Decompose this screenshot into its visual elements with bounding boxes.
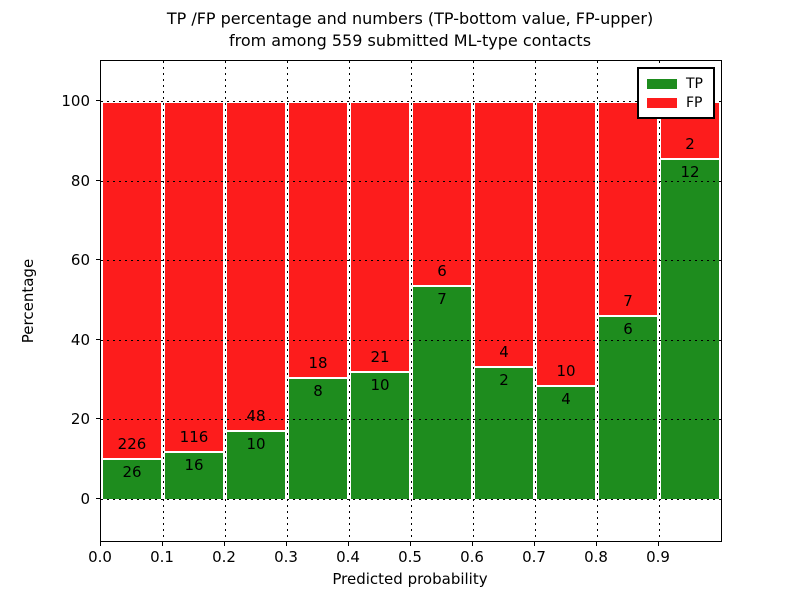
bar-segment-tp <box>535 385 597 499</box>
x-tick-label: 0.8 <box>584 548 608 566</box>
bar-label-fp: 21 <box>370 347 390 366</box>
gridline-vertical <box>287 61 288 541</box>
y-tick-label: 60 <box>70 251 90 270</box>
plot-area: 226 26 116 16 48 10 18 8 21 10 6 7 4 2 10 4 7 6 2 12 TP FP <box>100 60 722 542</box>
x-tick <box>472 541 473 546</box>
y-tick <box>96 498 101 499</box>
bar-segment-tp <box>163 450 225 499</box>
bar-label-fp: 6 <box>437 261 447 280</box>
y-tick <box>96 100 101 101</box>
bar-segment-tp <box>287 376 349 499</box>
y-tick-label: 40 <box>70 330 90 349</box>
bar-label-tp: 4 <box>561 390 571 409</box>
bar-label-tp: 16 <box>184 455 204 474</box>
bar-label-tp: 10 <box>370 375 390 394</box>
x-tick-label: 0.3 <box>274 548 298 566</box>
x-tick <box>596 541 597 546</box>
bar-label-fp: 48 <box>246 407 266 426</box>
bar-segment-fp <box>597 101 659 316</box>
legend-entry: TP <box>647 74 703 93</box>
bar-segment-tp <box>597 315 659 499</box>
y-tick-label: 80 <box>70 171 90 190</box>
x-tick <box>348 541 349 546</box>
x-tick <box>224 541 225 546</box>
x-tick <box>162 541 163 546</box>
fp-swatch-icon <box>647 97 677 108</box>
x-tick <box>286 541 287 546</box>
bar-segment-fp <box>473 101 535 367</box>
bar-segment-tp <box>349 370 411 499</box>
y-tick <box>96 179 101 181</box>
legend-label-fp: FP <box>686 94 703 111</box>
x-tick <box>410 541 411 546</box>
bar-segment-fp <box>225 101 287 431</box>
bar-label-fp: 7 <box>623 292 633 311</box>
x-tick-label: 0.6 <box>460 548 484 566</box>
bar-label-tp: 2 <box>499 371 509 390</box>
y-tick <box>96 418 101 420</box>
bar-segment-tp <box>101 457 163 499</box>
bar-label-tp: 8 <box>313 381 323 400</box>
x-tick-label: 0.1 <box>150 548 174 566</box>
y-tick-label: 100 <box>61 92 90 110</box>
bar-segment-tp <box>225 430 287 499</box>
gridline-vertical <box>225 61 226 541</box>
legend-label-tp: TP <box>686 75 703 92</box>
legend-entry: FP <box>647 93 703 112</box>
bar-label-tp: 6 <box>623 320 633 339</box>
bar-segment-tp <box>473 366 535 499</box>
bar-label-fp: 226 <box>117 434 147 453</box>
x-tick <box>534 541 535 546</box>
x-tick-label: 0.4 <box>336 548 360 566</box>
x-tick-label: 0.9 <box>646 548 670 566</box>
bar-segment-tp <box>411 284 473 499</box>
bar-label-tp: 26 <box>122 462 142 481</box>
gridline-vertical <box>535 61 536 541</box>
chart-title-line1: TP /FP percentage and numbers (TP-bottom… <box>166 9 654 28</box>
bar-label-fp: 2 <box>685 134 695 153</box>
x-tick-label: 0.0 <box>88 548 112 566</box>
bar-segment-tp <box>659 157 721 499</box>
tp-swatch-icon <box>647 78 677 89</box>
x-tick-label: 0.2 <box>212 548 236 566</box>
gridline-vertical <box>659 61 660 541</box>
bar-label-fp: 10 <box>556 362 576 381</box>
bar-segment-fp <box>349 101 411 371</box>
gridline-vertical <box>597 61 598 541</box>
y-tick-label: 0 <box>80 490 90 508</box>
y-tick <box>96 338 101 340</box>
bar-label-tp: 10 <box>246 435 266 454</box>
gridline-vertical <box>163 61 164 541</box>
bar-segment-fp <box>287 101 349 377</box>
bar-label-tp: 12 <box>680 162 700 181</box>
bar-label-fp: 18 <box>308 353 328 372</box>
bar-label-tp: 7 <box>437 289 447 308</box>
x-tick-label: 0.5 <box>398 548 422 566</box>
y-axis-label: Percentage <box>19 258 37 344</box>
bar-segment-fp <box>163 101 225 451</box>
x-tick <box>100 541 101 546</box>
x-axis-label: Predicted probability <box>332 570 488 588</box>
y-tick-label: 20 <box>70 410 90 429</box>
bar-label-fp: 4 <box>499 343 509 362</box>
bar-label-fp: 116 <box>179 427 209 446</box>
bar-segment-fp <box>101 101 163 458</box>
gridline-vertical <box>473 61 474 541</box>
x-tick-label: 0.7 <box>522 548 546 566</box>
legend: TP FP <box>637 67 715 119</box>
y-tick <box>96 259 101 261</box>
chart-title-line2: from among 559 submitted ML-type contact… <box>228 31 592 50</box>
gridline-vertical <box>349 61 350 541</box>
x-tick <box>658 541 659 546</box>
bar-segment-fp <box>535 101 597 386</box>
gridline-vertical <box>411 61 412 541</box>
bar-segment-fp <box>411 101 473 285</box>
